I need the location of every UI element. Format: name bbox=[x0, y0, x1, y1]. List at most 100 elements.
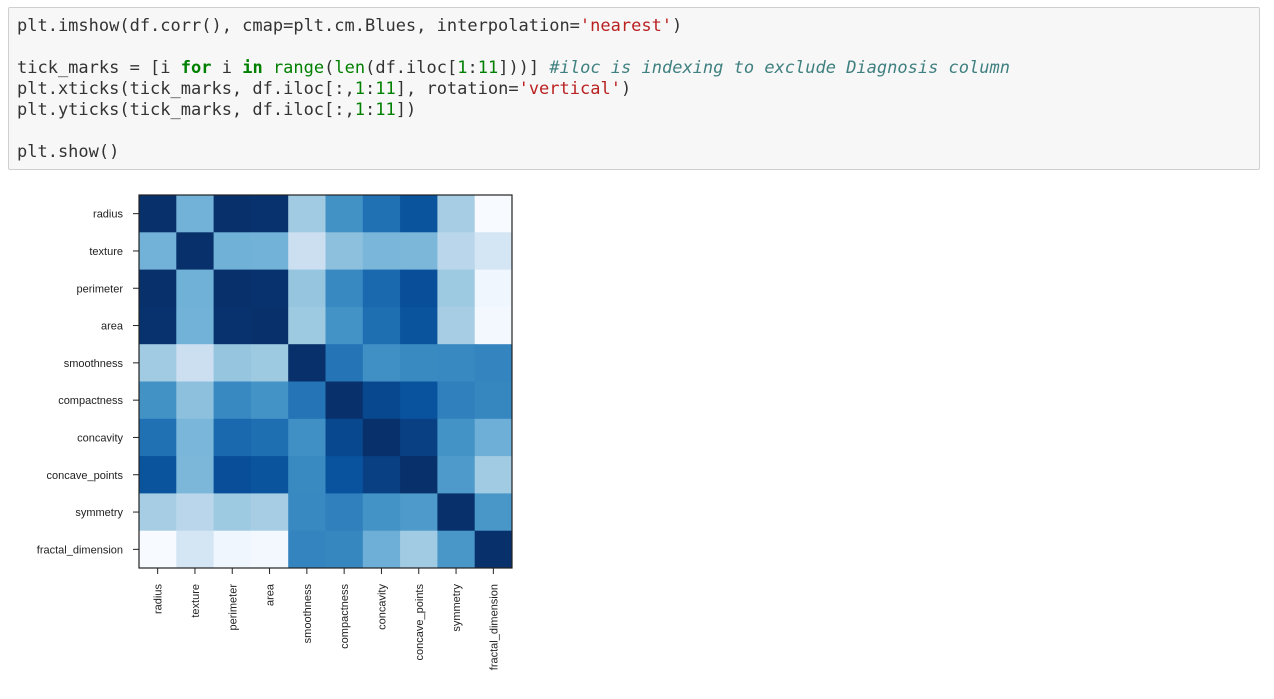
heatmap-cell bbox=[176, 195, 215, 233]
heatmap-cell bbox=[437, 306, 476, 345]
heatmap-cell bbox=[139, 456, 177, 494]
code-token: i bbox=[211, 58, 243, 78]
heatmap-cell bbox=[250, 344, 289, 382]
code-token: in bbox=[242, 58, 263, 78]
x-tick-label: area bbox=[265, 583, 277, 606]
heatmap-cell bbox=[325, 232, 364, 271]
plot-frame bbox=[138, 194, 513, 569]
heatmap-cell bbox=[288, 456, 326, 494]
code-token: (df.iloc[ bbox=[365, 58, 458, 78]
heatmap-cell bbox=[139, 344, 177, 382]
heatmap-cell bbox=[325, 418, 364, 457]
code-line: plt.yticks(tick_marks, df.iloc[:,1:11]) bbox=[17, 100, 1010, 121]
y-tick-label: radius bbox=[93, 209, 123, 221]
heatmap-cell bbox=[400, 269, 438, 308]
x-tick-label: symmetry bbox=[451, 584, 463, 632]
correlation-heatmap: radius radius texture texture perimeter perim… bbox=[37, 194, 513, 670]
code-editor[interactable]: plt.imshow(df.corr(), cmap=plt.cm.Blues,… bbox=[17, 16, 1010, 163]
heatmap-cell bbox=[250, 269, 289, 308]
code-token: #iloc is indexing to exclude Diagnosis c… bbox=[549, 58, 1010, 78]
heatmap-cell bbox=[474, 493, 513, 532]
x-tick-label: concavity bbox=[376, 584, 388, 630]
heatmap-cell bbox=[288, 269, 326, 308]
heatmap-cell bbox=[213, 306, 252, 345]
heatmap-cell bbox=[325, 344, 364, 382]
heatmap-cell bbox=[288, 232, 326, 271]
x-tick-label: concave_points bbox=[414, 584, 426, 661]
heatmap-cell bbox=[250, 195, 289, 233]
code-token: 1 bbox=[354, 100, 366, 120]
heatmap-cell bbox=[437, 493, 476, 532]
code-line: plt.xticks(tick_marks, df.iloc[:,1:11], … bbox=[17, 79, 1010, 100]
x-tick-label: perimeter bbox=[227, 584, 239, 631]
heatmap-cell bbox=[325, 381, 364, 420]
y-tick-label: area bbox=[101, 321, 124, 333]
heatmap-cell bbox=[288, 306, 326, 345]
code-cell-input[interactable]: plt.imshow(df.corr(), cmap=plt.cm.Blues,… bbox=[8, 7, 1260, 170]
code-line: plt.show() bbox=[17, 142, 1010, 163]
code-token: ], rotation= bbox=[395, 79, 519, 99]
code-token: ( bbox=[324, 58, 335, 78]
heatmap-cell bbox=[213, 456, 252, 494]
heatmap-cell bbox=[474, 195, 513, 233]
code-token: ]) bbox=[395, 100, 417, 120]
y-tick-label: fractal_dimension bbox=[37, 544, 123, 556]
code-line: tick_marks = [i for i in range(len(df.il… bbox=[17, 58, 1010, 79]
code-token: range bbox=[272, 58, 325, 78]
code-token: 11 bbox=[375, 100, 396, 120]
heatmap-cell bbox=[437, 530, 476, 569]
heatmap-cell bbox=[474, 456, 513, 494]
heatmap-cell bbox=[474, 306, 513, 345]
heatmap-cell bbox=[362, 530, 401, 569]
heatmap-cell bbox=[437, 232, 476, 271]
heatmap-cell bbox=[400, 530, 438, 569]
heatmap-cell bbox=[325, 530, 364, 569]
heatmap-cell bbox=[176, 530, 215, 569]
heatmap-cell bbox=[176, 456, 215, 494]
heatmap-cell bbox=[288, 381, 326, 420]
heatmap-cell bbox=[362, 306, 401, 345]
heatmap-cell bbox=[362, 195, 401, 233]
heatmap-cell bbox=[437, 381, 476, 420]
heatmap-cell bbox=[400, 456, 438, 494]
heatmap-cell bbox=[176, 344, 215, 382]
x-tick-label: texture bbox=[190, 584, 202, 618]
code-token: tick_marks = [i bbox=[17, 58, 181, 78]
code-token: ) bbox=[620, 79, 632, 99]
heatmap-cell bbox=[400, 493, 438, 532]
heatmap-cell bbox=[176, 269, 215, 308]
code-token: 'nearest' bbox=[579, 16, 673, 36]
heatmap-cell bbox=[213, 232, 252, 271]
heatmap-cell bbox=[474, 269, 513, 308]
heatmap-cell bbox=[400, 232, 438, 271]
heatmap-cell bbox=[474, 381, 513, 420]
code-token: ]))] bbox=[498, 58, 550, 78]
heatmap-cell bbox=[474, 232, 513, 271]
heatmap-cell bbox=[213, 344, 252, 382]
heatmap-cell bbox=[250, 456, 289, 494]
code-token: plt.yticks(tick_marks, df.iloc[:, bbox=[17, 100, 355, 120]
heatmap-cell bbox=[139, 269, 177, 308]
heatmap-cell bbox=[139, 530, 177, 569]
heatmap-cell bbox=[250, 381, 289, 420]
heatmap-cell bbox=[325, 269, 364, 308]
code-line bbox=[17, 37, 1010, 58]
heatmap-cell bbox=[139, 381, 177, 420]
heatmap-cell bbox=[250, 493, 289, 532]
code-token: : bbox=[365, 100, 376, 120]
heatmap-cell bbox=[437, 269, 476, 308]
y-tick-label: perimeter bbox=[77, 283, 124, 295]
heatmap-cell bbox=[362, 418, 401, 457]
heatmap-cell bbox=[474, 530, 513, 569]
heatmap-cell bbox=[400, 418, 438, 457]
heatmap-cell bbox=[400, 344, 438, 382]
code-token: plt.show() bbox=[17, 142, 120, 162]
heatmap-cell bbox=[176, 232, 215, 271]
y-tick-label: symmetry bbox=[75, 507, 123, 519]
heatmap-cell bbox=[400, 195, 438, 233]
heatmap-cell bbox=[139, 232, 177, 271]
heatmap-cell bbox=[176, 493, 215, 532]
heatmap-cell bbox=[176, 381, 215, 420]
heatmap-cell bbox=[437, 418, 476, 457]
code-token: 'vertical' bbox=[518, 79, 621, 99]
